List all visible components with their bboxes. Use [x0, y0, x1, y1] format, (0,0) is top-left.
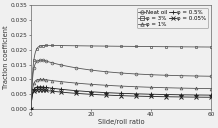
- Y-axis label: Traction coefficient: Traction coefficient: [3, 25, 9, 89]
- Legend: Neat oil, φ = 3%, φ = 1%, φ = 0.5%, φ = 0.05%: Neat oil, φ = 3%, φ = 1%, φ = 0.5%, φ = …: [136, 8, 208, 28]
- X-axis label: Slide/roll ratio: Slide/roll ratio: [98, 119, 144, 125]
